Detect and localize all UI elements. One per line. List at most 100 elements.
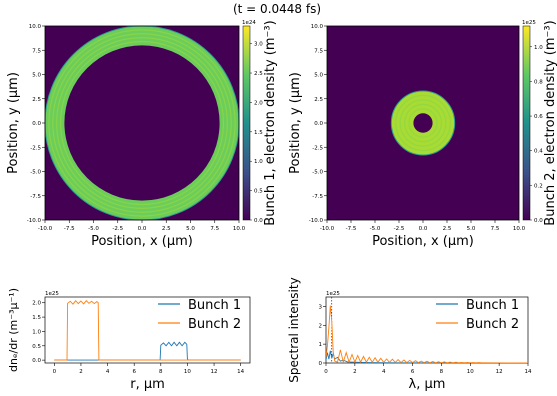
x-tick-label: 5.0	[186, 226, 195, 232]
series-line-bunch-2	[326, 305, 528, 363]
colorbar-offset-text: 1e25	[522, 20, 536, 26]
x-tick-label: -2.5	[394, 226, 405, 232]
y-tick-label: -10.0	[309, 218, 324, 224]
y-tick-label: 10.0	[29, 24, 42, 30]
colorbar-label: Bunch 2, electron density (m⁻³)	[543, 20, 557, 225]
colorbar-tick-label: 1.5	[254, 130, 263, 136]
legend-label: Bunch 2	[466, 317, 519, 332]
x-axis-label: Position, x (μm)	[372, 234, 474, 249]
x-tick-label: 4	[106, 369, 110, 375]
x-tick-label: 7.5	[210, 226, 219, 232]
y-tick-label: 1.0	[32, 329, 41, 335]
colorbar-tick-label: 0.0	[254, 218, 263, 224]
x-tick-label: 6	[132, 369, 136, 375]
x-axis-label: r, μm	[130, 377, 165, 392]
figure-title: (t = 0.0448 fs)	[233, 2, 321, 16]
legend-label: Bunch 1	[188, 298, 241, 313]
heatmap-panel-panel2: -10.0 -7.5 -5.0 -2.5 0.0 2.5 5.0 7.5 10.0 -10.0 -7…	[288, 20, 557, 249]
density-ring	[403, 103, 443, 143]
y-tick-label: 0.0	[32, 121, 41, 127]
series-line-bunch-1	[54, 341, 241, 361]
x-tick-label: -10.0	[38, 226, 53, 232]
density-ring	[48, 29, 236, 217]
y-tick-label: -10.0	[27, 218, 42, 224]
y-tick-label: 7.5	[314, 48, 323, 54]
y-tick-label: 1	[319, 342, 323, 348]
density-ring	[399, 99, 447, 147]
colorbar-tick-label: 0.6	[534, 114, 543, 120]
colorbar-tick-label: 0.2	[534, 183, 543, 189]
x-tick-label: 2	[353, 369, 357, 375]
y-tick-label: 5.0	[32, 73, 41, 79]
y-tick-label: 0.0	[314, 121, 323, 127]
y-tick-label: 1.5	[32, 315, 41, 321]
colorbar-tick-label: 1.0	[254, 159, 263, 165]
colorbar-tick-label: 2.0	[254, 100, 263, 106]
x-tick-label: 2.5	[443, 226, 452, 232]
x-tick-label: 12	[496, 369, 503, 375]
colorbar-tick-label: 2.5	[254, 71, 263, 77]
density-ring	[395, 94, 451, 152]
series-line-bunch-2	[54, 299, 241, 361]
density-ring	[52, 33, 232, 213]
colorbar-tick-label: 0.8	[534, 79, 543, 85]
y-tick-label: 5.0	[314, 73, 323, 79]
y-tick-label: 0.0	[32, 358, 41, 364]
y-tick-label: -5.0	[312, 170, 323, 176]
colorbar	[242, 25, 251, 221]
y-axis-label: Position, y (μm)	[288, 72, 303, 174]
colorbar-tick-label: 0.0	[534, 218, 543, 224]
x-tick-label: 6	[411, 369, 415, 375]
x-axis-label: λ, μm	[409, 377, 446, 392]
x-tick-label: -7.5	[346, 226, 357, 232]
x-tick-label: 0	[53, 369, 57, 375]
offset-text: 1e25	[326, 291, 340, 297]
x-tick-label: 14	[237, 369, 244, 375]
x-tick-label: 4	[382, 369, 386, 375]
x-tick-label: 0	[324, 369, 328, 375]
x-tick-label: 8	[159, 369, 163, 375]
x-tick-label: 2.5	[162, 226, 171, 232]
y-tick-label: -2.5	[30, 145, 41, 151]
heatmap-background	[327, 26, 519, 220]
x-tick-label: 5.0	[467, 226, 476, 232]
x-axis-label: Position, x (μm)	[91, 234, 193, 249]
x-tick-label: 10.0	[513, 226, 526, 232]
y-tick-label: 2.5	[32, 97, 41, 103]
plot-frame	[44, 296, 251, 364]
x-tick-label: 0.0	[138, 226, 147, 232]
x-tick-label: -10.0	[320, 226, 335, 232]
x-tick-label: 10.0	[233, 226, 246, 232]
heatmap-panel-panel1: -10.0 -7.5 -5.0 -2.5 0.0 2.5 5.0 7.5 10.0 -10.0 -7…	[6, 20, 278, 249]
annulus-edge	[390, 90, 456, 156]
x-tick-label: -2.5	[112, 226, 123, 232]
y-tick-label: 3	[319, 304, 323, 310]
x-tick-label: 14	[525, 369, 532, 375]
y-tick-label: 2	[319, 323, 323, 329]
y-tick-label: -2.5	[312, 145, 323, 151]
density-ring	[408, 108, 438, 138]
y-tick-label: 2.5	[314, 97, 323, 103]
series-line-bunch-1	[326, 350, 528, 363]
y-tick-label: -7.5	[30, 194, 41, 200]
colorbar-offset-text: 1e24	[242, 20, 256, 26]
x-tick-label: -7.5	[64, 226, 75, 232]
y-tick-label: 10.0	[311, 24, 324, 30]
x-tick-label: 10	[184, 369, 191, 375]
legend-label: Bunch 1	[466, 298, 519, 313]
x-tick-label: -5.0	[370, 226, 381, 232]
density-ring	[56, 37, 228, 209]
y-tick-label: 0	[319, 361, 323, 367]
x-tick-label: 2	[79, 369, 83, 375]
offset-text: 1e25	[45, 291, 59, 297]
x-tick-label: 7.5	[491, 226, 500, 232]
line-panel-panel3: 0 2 4 6 8 10 12 14 0.0 0.5 1.0 1.5 2.0 1e25 Bunch 1 Bun…	[7, 288, 251, 392]
colorbar-tick-label: 0.4	[534, 149, 543, 155]
density-ring	[59, 40, 225, 206]
x-tick-label: -5.0	[88, 226, 99, 232]
colorbar-tick-label: 3.0	[254, 42, 263, 48]
x-tick-label: 0.0	[419, 226, 428, 232]
y-tick-label: 7.5	[32, 48, 41, 54]
